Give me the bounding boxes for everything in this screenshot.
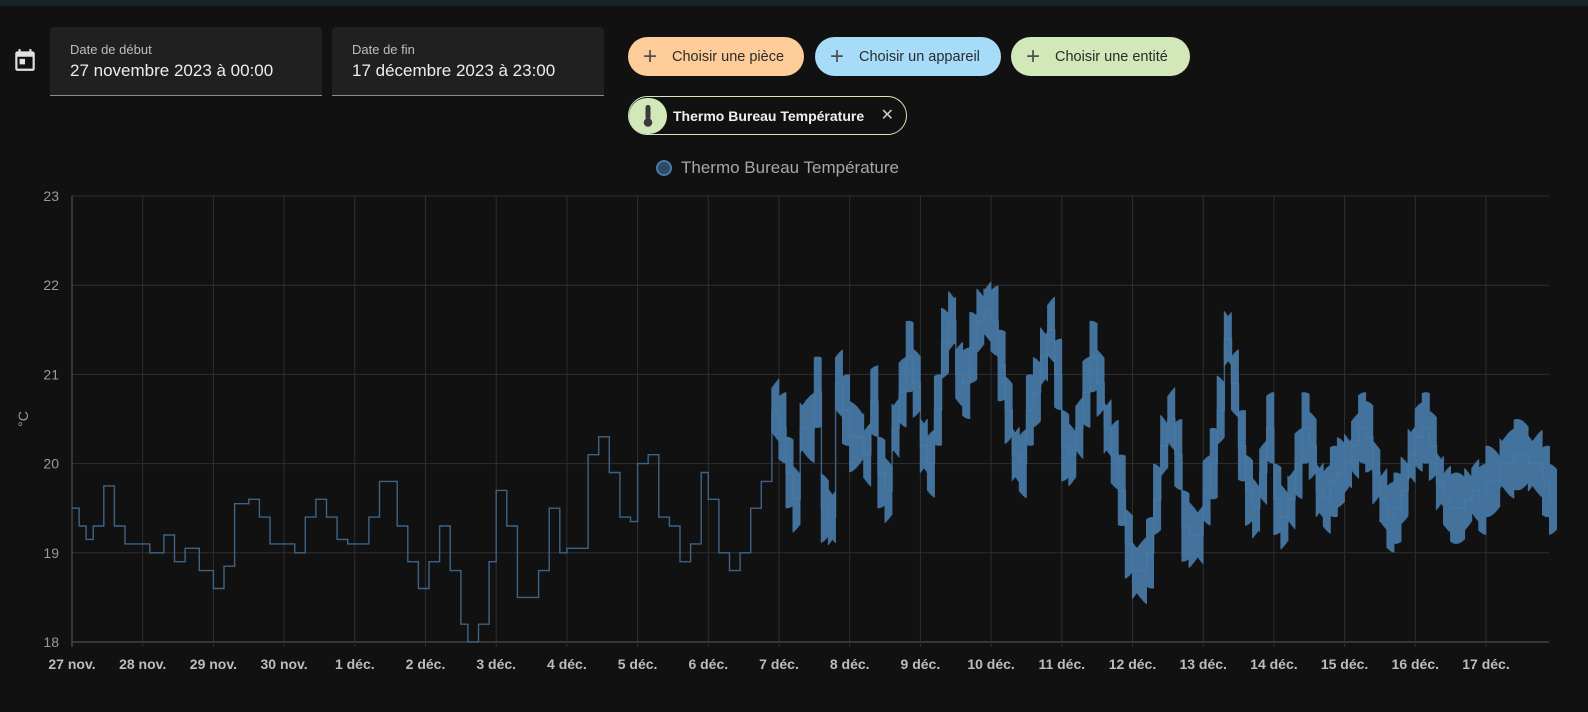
- x-tick-label: 16 déc.: [1392, 656, 1439, 672]
- end-date-label: Date de fin: [352, 42, 415, 57]
- x-tick-label: 29 nov.: [190, 656, 237, 672]
- y-tick-label: 21: [43, 366, 59, 382]
- thermometer-icon: [629, 97, 667, 134]
- x-tick-label: 2 déc.: [406, 656, 446, 672]
- x-tick-label: 5 déc.: [618, 656, 658, 672]
- x-tick-label: 9 déc.: [901, 656, 941, 672]
- x-tick-label: 6 déc.: [688, 656, 728, 672]
- choose-device-label: Choisir un appareil: [859, 48, 980, 65]
- y-tick-label: 23: [43, 188, 59, 204]
- plus-icon: +: [642, 43, 657, 70]
- x-tick-label: 17 déc.: [1462, 656, 1509, 672]
- choose-room-label: Choisir une pièce: [672, 48, 785, 65]
- series-oscillation-band: [771, 281, 1557, 604]
- y-tick-label: 19: [43, 545, 59, 561]
- start-date-value: 27 novembre 2023 à 00:00: [70, 61, 274, 80]
- legend-swatch: [656, 160, 672, 176]
- x-tick-label: 11 déc.: [1038, 656, 1085, 672]
- x-tick-label: 28 nov.: [119, 656, 166, 672]
- x-tick-label: 4 déc.: [547, 656, 587, 672]
- x-tick-label: 7 déc.: [759, 656, 799, 672]
- x-tick-label: 3 déc.: [476, 656, 516, 672]
- x-tick-label: 14 déc.: [1250, 656, 1297, 672]
- top-app-bar: [0, 0, 1588, 6]
- x-tick-label: 13 déc.: [1179, 656, 1226, 672]
- plus-icon: +: [1025, 43, 1040, 70]
- temperature-history-chart: 18 19 20 21 22 23 27 nov. 28 nov. 29 nov. 30 nov.…: [15, 188, 1557, 672]
- start-date-label: Date de début: [70, 42, 152, 57]
- choose-entity-button[interactable]: + Choisir une entité: [1011, 37, 1190, 76]
- plus-icon: +: [829, 43, 844, 70]
- x-tick-label: 15 déc.: [1321, 656, 1368, 672]
- y-tick-label: 22: [43, 277, 59, 293]
- x-tick-label: 10 déc.: [967, 656, 1014, 672]
- choose-entity-label: Choisir une entité: [1055, 48, 1168, 65]
- x-tick-label: 1 déc.: [335, 656, 375, 672]
- selected-entity-name: Thermo Bureau Température: [673, 107, 865, 124]
- choose-device-button[interactable]: + Choisir un appareil: [815, 37, 1001, 76]
- selected-entity-chip[interactable]: Thermo Bureau Température ✕: [628, 96, 907, 135]
- end-date-value: 17 décembre 2023 à 23:00: [352, 61, 556, 80]
- y-tick-label: 18: [43, 634, 59, 650]
- calendar-icon[interactable]: [12, 47, 38, 73]
- y-axis-label: °C: [15, 411, 31, 427]
- legend-label: Thermo Bureau Température: [681, 158, 899, 177]
- x-tick-label: 27 nov.: [48, 656, 95, 672]
- x-tick-label: 8 déc.: [830, 656, 870, 672]
- x-tick-label: 12 déc.: [1109, 656, 1156, 672]
- x-tick-label: 30 nov.: [260, 656, 307, 672]
- end-date-field[interactable]: Date de fin 17 décembre 2023 à 23:00: [332, 27, 604, 96]
- start-date-field[interactable]: Date de début 27 novembre 2023 à 00:00: [50, 27, 322, 96]
- chart-legend-item[interactable]: Thermo Bureau Température: [656, 156, 899, 180]
- y-tick-label: 20: [43, 456, 59, 472]
- close-icon[interactable]: ✕: [880, 107, 894, 124]
- choose-room-button[interactable]: + Choisir une pièce: [628, 37, 804, 76]
